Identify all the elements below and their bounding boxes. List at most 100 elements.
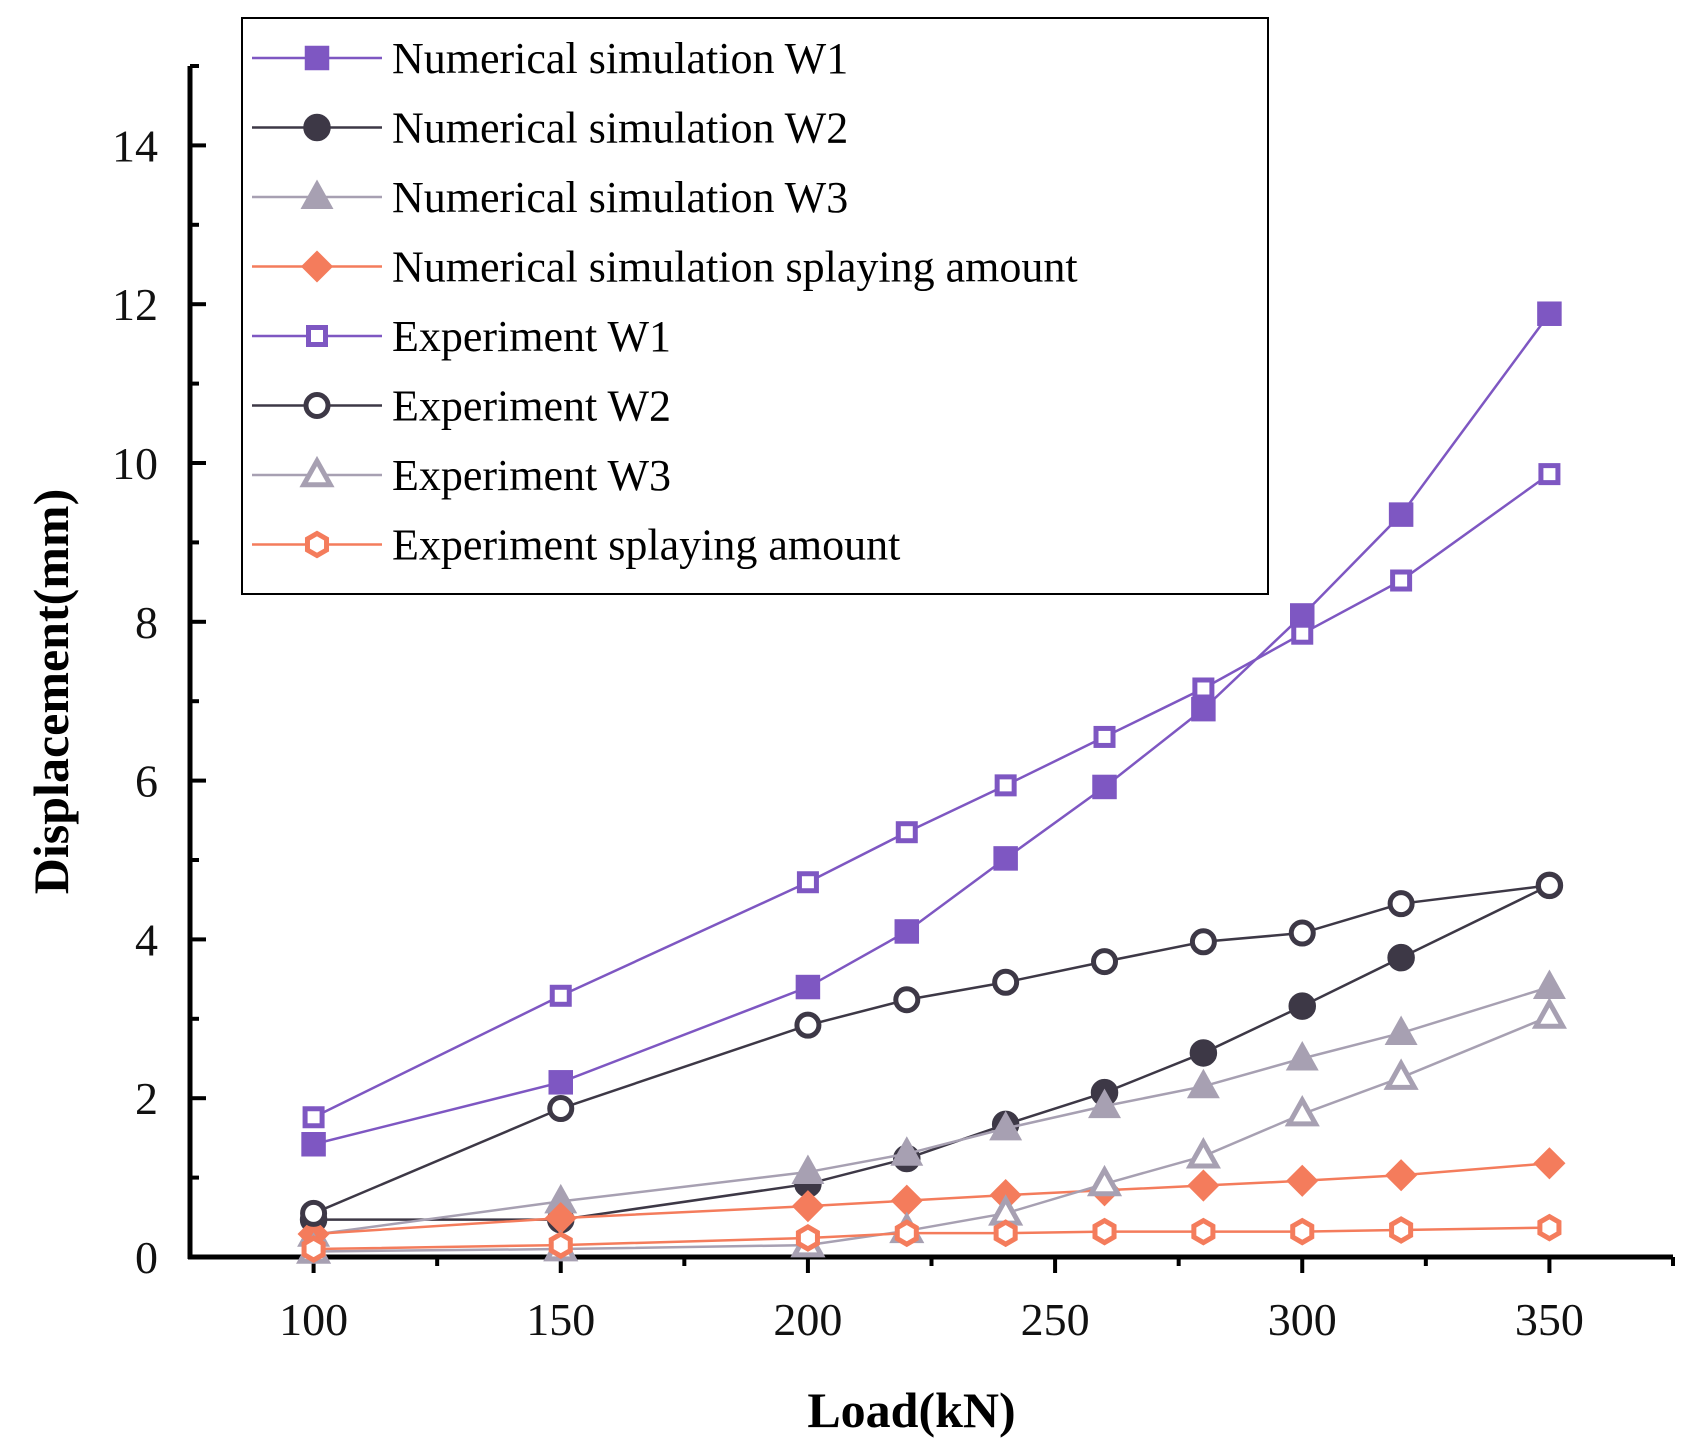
y-tick-label: 14 <box>112 120 158 171</box>
data-point <box>547 1095 575 1123</box>
x-tick-label: 250 <box>1021 1294 1090 1345</box>
data-point <box>1288 992 1316 1020</box>
data-point <box>791 1154 825 1184</box>
data-point <box>1185 1137 1221 1169</box>
x-tick-label: 300 <box>1268 1294 1337 1345</box>
y-tick-label: 6 <box>135 756 158 807</box>
legend-marker <box>306 325 328 347</box>
y-tick-label: 4 <box>135 914 158 965</box>
legend-entry: Numerical simulation W2 <box>252 104 848 153</box>
data-point <box>548 1231 573 1259</box>
legend-entry: Numerical simulation splaying amount <box>252 243 1078 292</box>
data-point <box>1091 948 1119 976</box>
legend-label: Numerical simulation W3 <box>392 173 848 222</box>
legend-label: Experiment W3 <box>392 451 671 500</box>
x-axis-title: Load(kN) <box>807 1382 1015 1438</box>
series-line <box>313 312 1551 1146</box>
legend-marker <box>303 113 331 142</box>
data-point <box>1187 1169 1220 1202</box>
legend-entry: Experiment W3 <box>252 451 671 500</box>
data-point <box>894 919 920 944</box>
data-point <box>549 984 572 1007</box>
data-point <box>890 1136 924 1166</box>
data-point <box>1532 969 1566 999</box>
data-point <box>795 974 821 1000</box>
series-5 <box>302 463 1561 1129</box>
data-point <box>796 871 819 894</box>
x-tick-label: 150 <box>526 1294 595 1345</box>
data-point <box>1383 1058 1419 1090</box>
data-point <box>894 1219 919 1248</box>
data-point <box>1531 997 1567 1029</box>
data-point <box>548 1070 573 1095</box>
data-point <box>1086 1164 1123 1197</box>
legend-entry: Experiment W2 <box>252 382 671 431</box>
legend-marker <box>300 179 334 209</box>
y-tick-label: 2 <box>135 1073 158 1124</box>
series-3 <box>297 969 1566 1247</box>
data-point <box>1088 1088 1121 1119</box>
data-point <box>794 1011 822 1039</box>
series-line <box>313 1226 1550 1251</box>
series-line <box>313 884 1550 1215</box>
data-point <box>1291 622 1314 645</box>
data-point <box>1093 725 1116 748</box>
legend-entry: Experiment W1 <box>252 312 671 361</box>
data-point <box>1186 1068 1220 1099</box>
data-point <box>795 1224 820 1252</box>
data-point <box>791 1190 824 1223</box>
data-point <box>301 1235 326 1263</box>
data-point <box>1537 301 1562 326</box>
data-point <box>1288 919 1316 947</box>
data-point <box>300 1199 328 1227</box>
data-point <box>1189 1039 1218 1067</box>
legend-entry: Experiment splaying amount <box>252 521 900 570</box>
series <box>296 301 1567 1264</box>
data-point <box>993 1219 1018 1248</box>
data-point <box>1387 890 1415 918</box>
legend-marker <box>300 250 334 283</box>
data-point <box>1537 1213 1562 1242</box>
legend-label: Experiment W1 <box>392 312 671 361</box>
y-tick-label: 0 <box>135 1232 158 1283</box>
data-point <box>989 1110 1023 1141</box>
data-point <box>1285 1040 1319 1071</box>
data-point <box>993 846 1018 871</box>
series-line <box>313 1162 1550 1236</box>
series-line <box>313 473 1551 1119</box>
data-point <box>1533 1147 1566 1180</box>
legend-label: Numerical simulation W1 <box>392 34 848 83</box>
legend-label: Experiment W2 <box>392 382 671 431</box>
ticks: 0 2 4 6 8 10 12 14 100 150 200 250 300 350 <box>112 64 1675 1345</box>
series-6 <box>300 871 1563 1227</box>
data-point <box>895 821 918 844</box>
data-point <box>992 968 1020 996</box>
series-1 <box>301 301 1562 1157</box>
data-point <box>1385 1159 1418 1192</box>
data-point <box>1389 1216 1414 1244</box>
data-point <box>1538 463 1561 486</box>
data-point <box>1535 871 1563 899</box>
data-point <box>1092 1217 1117 1246</box>
data-point <box>1286 1164 1319 1197</box>
data-point <box>1192 677 1215 700</box>
data-point <box>1388 502 1414 527</box>
legend-marker <box>303 392 331 419</box>
x-tick-label: 200 <box>773 1294 842 1345</box>
legend-label: Numerical simulation splaying amount <box>392 243 1078 292</box>
legend-marker <box>299 455 335 488</box>
series-8 <box>301 1213 1562 1263</box>
data-point <box>301 1132 326 1157</box>
data-point <box>994 774 1017 797</box>
legend-entry: Numerical simulation W1 <box>252 34 848 83</box>
data-point <box>1191 1217 1216 1246</box>
data-point <box>1189 928 1217 956</box>
legend-marker <box>304 530 330 559</box>
data-point <box>890 1184 923 1217</box>
legend-label: Experiment splaying amount <box>392 521 900 570</box>
data-point <box>1290 1217 1315 1246</box>
legend: Numerical simulation W1 Numerical simulat… <box>241 17 1269 595</box>
legend-marker <box>304 45 330 71</box>
series-2 <box>299 871 1564 1234</box>
